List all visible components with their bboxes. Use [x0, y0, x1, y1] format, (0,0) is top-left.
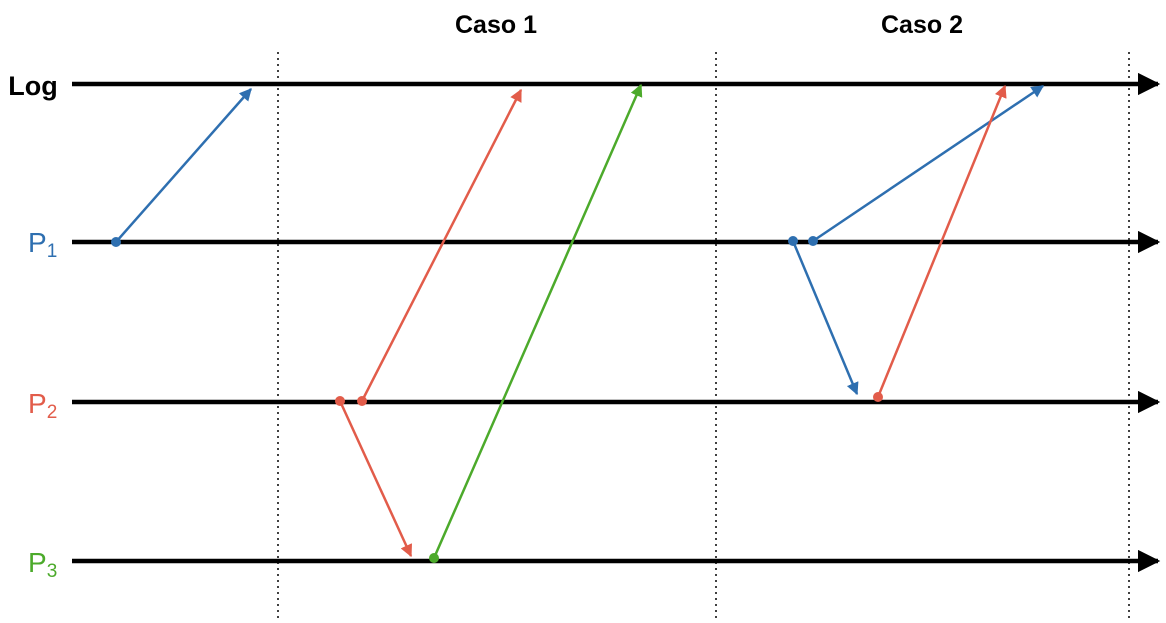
message-p1-to-log-case2 — [812, 84, 1045, 243]
message-p3-to-log-case1 — [432, 83, 643, 559]
event-dot-p1-initial — [111, 237, 121, 247]
event-dot-p2-case2 — [873, 392, 883, 402]
message-p2-to-log-case1 — [360, 88, 523, 402]
lane-label-p1: P1 — [28, 227, 57, 262]
event-dot-p1-send-p2-case2 — [788, 236, 798, 246]
event-dot-p3-case1 — [429, 553, 439, 563]
message-p1-to-log-initial — [115, 88, 252, 243]
lane-label-p1-subscript: 1 — [47, 241, 58, 262]
lane-label-p2-subscript: 2 — [47, 402, 58, 423]
event-dot-p2-send-p3-case1 — [335, 396, 345, 406]
case2-header: Caso 2 — [881, 11, 963, 39]
event-dot-p1-send-log-case2 — [808, 236, 818, 246]
case1-header: Caso 1 — [455, 11, 537, 39]
message-p2-to-p3-case1 — [338, 400, 413, 558]
lane-label-p3: P3 — [28, 547, 57, 582]
lane-label-log: Log — [8, 71, 57, 101]
event-dot-p2-send-log-case1 — [357, 396, 367, 406]
lane-label-p2: P2 — [28, 388, 57, 423]
message-p1-to-p2-case2 — [791, 240, 859, 396]
message-p2-to-log-case2 — [876, 84, 1007, 398]
lane-label-p3-subscript: 3 — [47, 561, 58, 582]
